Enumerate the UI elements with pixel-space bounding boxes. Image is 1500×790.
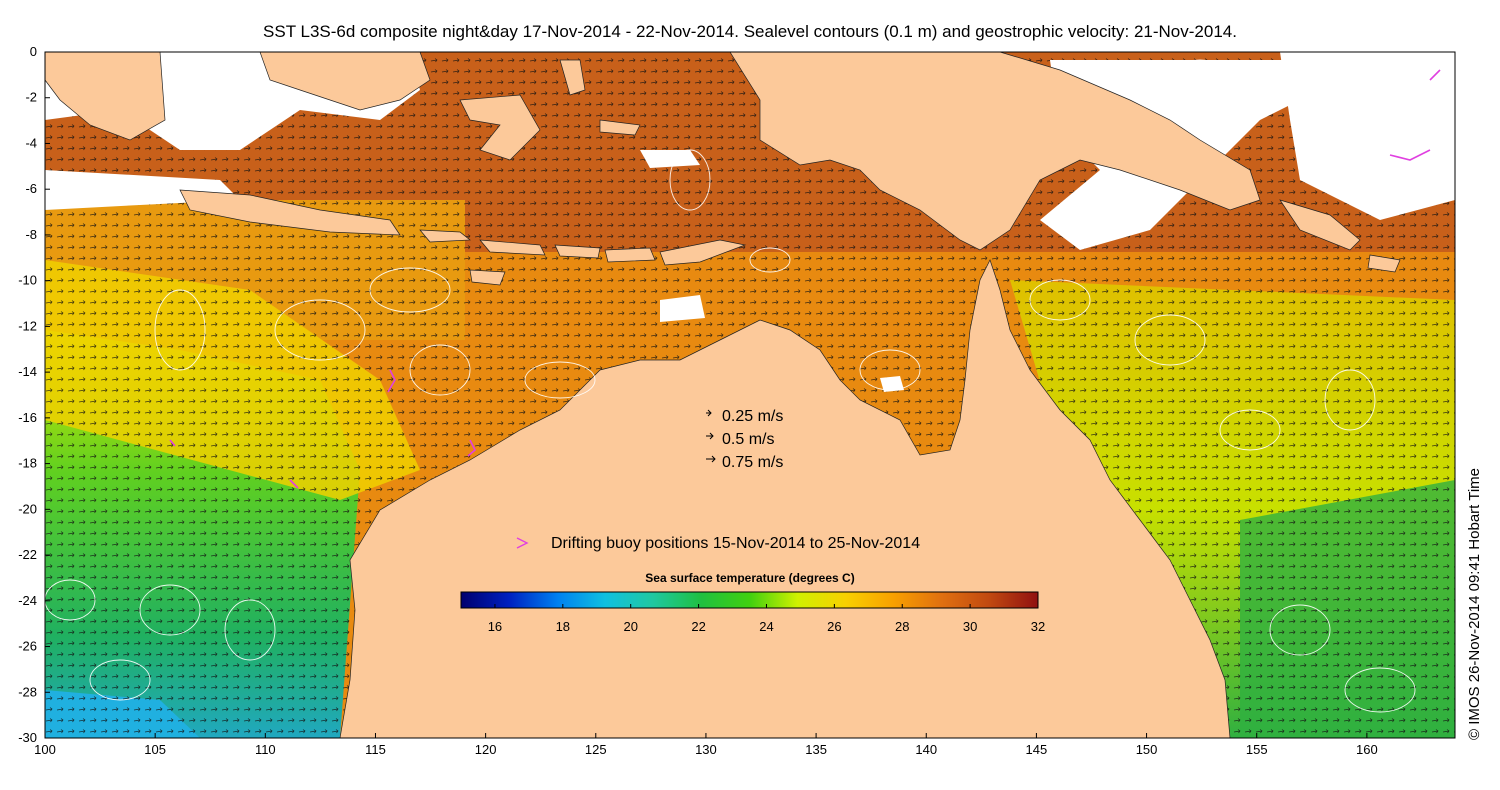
velocity-legend-label: 0.25 m/s [722, 408, 783, 425]
y-tick-label: -6 [25, 181, 37, 196]
velocity-legend-arrow [706, 432, 714, 440]
y-tick-label: 0 [30, 44, 37, 59]
buoy-legend-marker [516, 537, 529, 549]
x-tick-label: 135 [805, 742, 827, 757]
y-tick-label: -2 [25, 90, 37, 105]
colorbar-bar [460, 591, 1039, 609]
x-tick-label: 110 [255, 742, 276, 757]
colorbar-ticks: 16 18 20 22 24 26 28 30 32 [488, 604, 1045, 634]
colorbar-tick-label: 16 [488, 619, 502, 634]
x-tick-label: 155 [1246, 742, 1268, 757]
colorbar-tick-label: 24 [759, 619, 773, 634]
colorbar: Sea surface temperature (degrees C) 16 18… [460, 571, 1045, 634]
y-tick-label: -30 [18, 730, 37, 745]
y-tick-label: -16 [18, 410, 37, 425]
y-tick-label: -18 [18, 456, 37, 471]
land-masses [45, 52, 1401, 738]
buoy-tracks [169, 69, 1441, 489]
y-tick-label: -10 [18, 273, 37, 288]
colorbar-tick-label: 28 [895, 619, 909, 634]
y-tick-label: -12 [18, 318, 37, 333]
x-tick-label: 115 [365, 742, 386, 757]
y-tick-label: -22 [18, 547, 37, 562]
y-tick-label: -4 [25, 135, 37, 150]
map-area [45, 52, 1455, 738]
x-tick-label: 150 [1136, 742, 1158, 757]
australia-landmass [339, 259, 1231, 738]
colorbar-tick-label: 30 [963, 619, 977, 634]
y-tick-label: -28 [18, 684, 37, 699]
x-tick-label: 140 [915, 742, 937, 757]
x-tick-label: 100 [34, 742, 56, 757]
y-tick-label: -24 [18, 593, 37, 608]
colorbar-title: Sea surface temperature (degrees C) [645, 571, 854, 585]
y-tick-label: -26 [18, 639, 37, 654]
y-tick-label: -8 [25, 227, 37, 242]
colorbar-tick-label: 20 [623, 619, 637, 634]
x-tick-label: 145 [1026, 742, 1048, 757]
velocity-legend-label: 0.75 m/s [722, 454, 783, 471]
x-tick-label: 160 [1356, 742, 1378, 757]
colorbar-tick-label: 32 [1031, 619, 1045, 634]
velocity-legend-arrow [706, 409, 712, 417]
map-title: SST L3S-6d composite night&day 17-Nov-20… [263, 22, 1237, 41]
velocity-legend-arrow [706, 455, 716, 463]
x-tick-label: 105 [144, 742, 166, 757]
colorbar-tick-label: 26 [827, 619, 841, 634]
colorbar-tick-label: 18 [556, 619, 570, 634]
y-axis: 0 -2 -4 -6 -8 -10 -12 -14 -16 -18 -20 -22 -24 -26 -28 -… [18, 44, 50, 745]
x-tick-label: 120 [475, 742, 497, 757]
velocity-legend: 0.25 m/s 0.5 m/s 0.75 m/s [706, 408, 783, 471]
buoy-legend-label: Drifting buoy positions 15-Nov-2014 to 2… [551, 535, 920, 552]
y-tick-label: -20 [18, 501, 37, 516]
credit-label: © IMOS 26-Nov-2014 09:41 Hobart Time [1466, 467, 1483, 740]
map-frame [44, 51, 1456, 739]
x-tick-label: 130 [695, 742, 717, 757]
sealevel-contours [45, 59, 1416, 713]
x-axis: 100 105 110 115 120 125 130 135 140 145 150 155 160 [34, 733, 1378, 757]
velocity-legend-label: 0.5 m/s [722, 431, 774, 448]
colorbar-tick-label: 22 [691, 619, 705, 634]
buoy-legend: Drifting buoy positions 15-Nov-2014 to 2… [516, 535, 920, 552]
y-tick-label: -14 [18, 364, 37, 379]
x-tick-label: 125 [585, 742, 607, 757]
